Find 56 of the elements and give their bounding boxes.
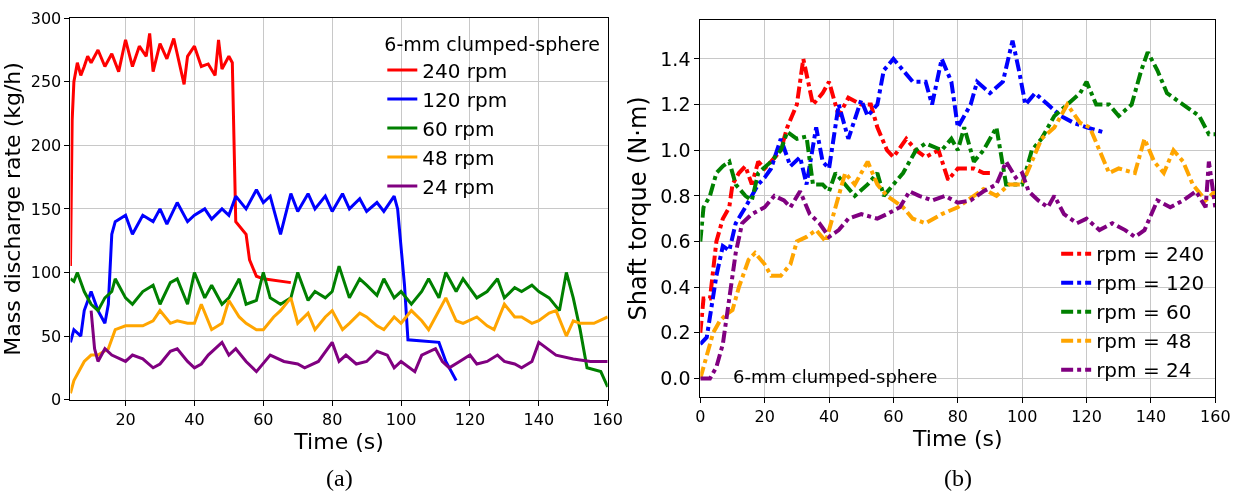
y-tick-label: 100 xyxy=(30,263,62,283)
legend-label: 24 rpm xyxy=(422,174,495,199)
x-axis-title: Time (s) xyxy=(293,428,384,454)
legend-label: rpm = 120 xyxy=(1096,271,1205,296)
y-tick-label: 0.4 xyxy=(660,275,691,298)
line-series xyxy=(700,50,1216,244)
legend-label: rpm = 60 xyxy=(1096,300,1192,325)
y-tick-label: 0.8 xyxy=(660,184,691,207)
line-series xyxy=(70,31,293,285)
annotation: 6-mm clumped-sphere xyxy=(733,366,938,387)
y-axis-title: Mass discharge rate (kg/h) xyxy=(0,62,25,356)
y-tick-label: 150 xyxy=(30,199,62,219)
y-tick-label: 1.4 xyxy=(660,47,691,70)
legend-label: 60 rpm xyxy=(422,116,495,141)
x-tick-label: 160 xyxy=(592,409,623,429)
y-tick-label: 50 xyxy=(40,326,62,346)
x-axis-title: Time (s) xyxy=(912,425,1003,451)
x-tick-label: 60 xyxy=(253,409,274,429)
y-tick-label: 1.2 xyxy=(660,93,691,116)
x-tick-label: 0 xyxy=(695,406,706,426)
line-series xyxy=(89,309,608,374)
y-tick-label: 200 xyxy=(30,135,62,155)
line-series xyxy=(70,296,608,395)
y-tick-label: 0.2 xyxy=(660,321,691,344)
x-tick-label: 140 xyxy=(1135,406,1167,426)
legend-label: rpm = 48 xyxy=(1096,329,1192,354)
x-tick-label: 80 xyxy=(322,409,343,429)
text: (b) xyxy=(944,465,972,491)
y-tick-label: 0.6 xyxy=(660,230,691,253)
y-tick-label: 250 xyxy=(30,72,62,92)
line-series xyxy=(700,56,992,335)
y-tick-label: 0 xyxy=(51,390,62,410)
x-tick-label: 40 xyxy=(818,406,840,426)
legend-label: 120 rpm xyxy=(422,87,508,112)
x-tick-label: 100 xyxy=(1006,406,1038,426)
x-tick-label: 120 xyxy=(1071,406,1102,426)
x-tick-label: 80 xyxy=(947,406,968,426)
line-series xyxy=(70,264,608,389)
x-tick-label: 160 xyxy=(1200,406,1231,426)
y-tick-label: 300 xyxy=(30,8,62,28)
legend-label: rpm = 240 xyxy=(1096,242,1205,267)
x-tick-label: 20 xyxy=(115,409,136,429)
text: (a) xyxy=(326,465,353,491)
x-tick-label: 140 xyxy=(523,409,555,429)
y-tick-label: 0.0 xyxy=(660,367,691,390)
x-tick-label: 20 xyxy=(754,406,775,426)
legend-title: 6-mm clumped-sphere xyxy=(384,32,601,55)
legend-label: rpm = 24 xyxy=(1096,358,1192,383)
y-axis-title: Shaft torque (N·m) xyxy=(624,96,653,321)
x-tick-label: 100 xyxy=(385,409,417,429)
y-tick-label: 1.0 xyxy=(660,138,691,161)
legend-label: 48 rpm xyxy=(422,145,495,170)
x-tick-label: 40 xyxy=(184,409,205,429)
legend-label: 240 rpm xyxy=(422,58,508,83)
x-tick-label: 120 xyxy=(454,409,486,429)
x-tick-label: 60 xyxy=(883,406,904,426)
